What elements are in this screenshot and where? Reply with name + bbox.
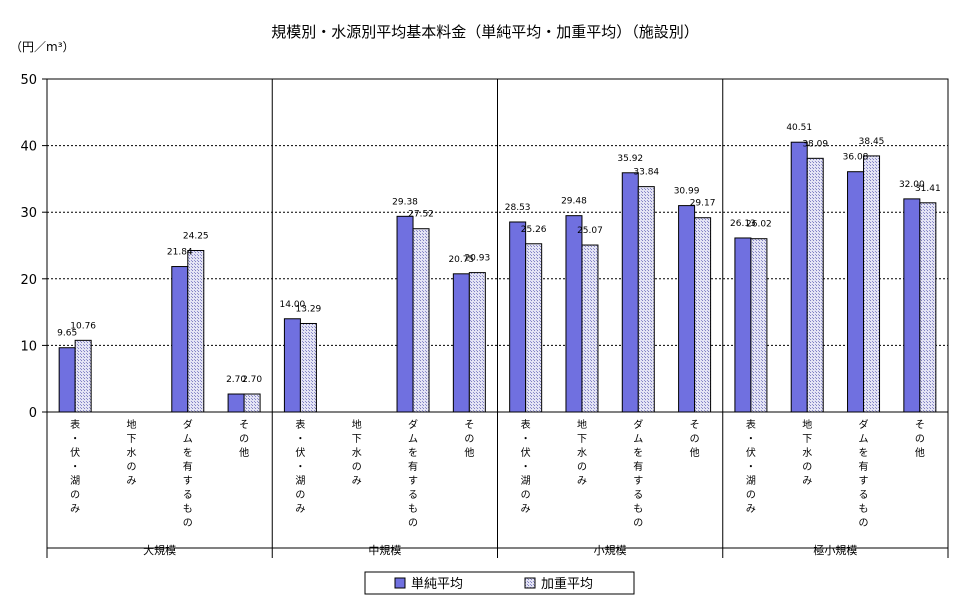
category-label: 表・伏・湖のみ [295, 418, 305, 515]
bar-weighted-average [468, 272, 486, 413]
y-tick-label: 10 [20, 339, 37, 354]
category-label: 地下水のみ [802, 418, 812, 487]
bar-simple-average [678, 205, 696, 413]
chart-title: 規模別・水源別平均基本料金（単純平均・加重平均）（施設別） [271, 23, 699, 41]
y-tick-label: 20 [20, 273, 37, 288]
legend-label: 加重平均 [541, 576, 593, 592]
y-tick-label: 50 [20, 73, 37, 88]
bar-weighted-average [74, 339, 92, 413]
category-label: その他 [690, 419, 700, 459]
data-label: 13.29 [296, 304, 322, 314]
category-label: その他 [464, 419, 474, 459]
bar-simple-average [283, 318, 301, 413]
data-label: 9.65 [57, 329, 77, 339]
y-tick-label: 0 [29, 406, 37, 421]
bar-weighted-average [187, 249, 205, 413]
data-label: 20.75 [448, 255, 474, 265]
legend-swatch-weighted-average [524, 577, 536, 589]
data-label: 35.92 [617, 154, 643, 164]
data-label: 40.51 [786, 123, 812, 133]
bar-weighted-average [806, 157, 824, 413]
bar-simple-average [734, 237, 752, 413]
bar-simple-average [790, 141, 808, 413]
data-label: 30.99 [674, 187, 700, 197]
group-label: 中規模 [368, 543, 401, 557]
legend-box [364, 571, 635, 595]
category-label: ダムを有するもの [633, 418, 643, 529]
data-label: 24.25 [183, 231, 209, 241]
group-labels: 大規模 中規模 小規模 極小規模 [143, 543, 857, 557]
category-label: 表・伏・湖のみ [70, 418, 80, 515]
data-label: 38.45 [859, 137, 885, 147]
bar-simple-average [509, 221, 527, 413]
data-label: 10.76 [70, 321, 96, 331]
bar-weighted-average [581, 244, 599, 413]
y-axis-unit-label: （円／m³） [10, 40, 75, 54]
group-label: 小規模 [594, 543, 627, 557]
data-label: 29.38 [392, 197, 418, 207]
data-label: 25.26 [521, 225, 547, 235]
data-label: 2.70 [242, 375, 262, 385]
group-label: 極小規模 [813, 543, 857, 557]
category-label: 表・伏・湖のみ [746, 418, 756, 515]
data-label: 36.08 [843, 153, 869, 163]
data-label: 27.52 [408, 210, 434, 220]
bar-simple-average [847, 171, 865, 413]
data-label: 26.13 [730, 219, 756, 229]
category-label: 地下水のみ [126, 418, 136, 487]
group-label: 大規模 [143, 543, 176, 557]
data-label: 21.84 [167, 248, 193, 258]
data-label: 28.53 [505, 203, 531, 213]
bars [58, 141, 937, 413]
category-label: ダムを有するもの [183, 418, 193, 529]
category-label: その他 [239, 419, 249, 459]
bar-weighted-average [525, 243, 543, 413]
bar-simple-average [452, 273, 470, 413]
bar-simple-average [903, 198, 921, 413]
axes: 0 10 20 30 40 50 [20, 73, 949, 558]
data-label: 31.41 [915, 184, 941, 194]
data-label: 2.70 [226, 375, 246, 385]
category-label: ダムを有するもの [859, 418, 869, 529]
bar-weighted-average [299, 322, 317, 413]
bar-simple-average [58, 347, 76, 413]
data-label: 29.17 [690, 199, 716, 209]
category-label: その他 [915, 419, 925, 459]
data-label: 38.09 [802, 139, 828, 149]
category-labels: 表・伏・湖のみ 地下水のみ ダムを有するもの その他 表・伏・湖のみ 地下水のみ ダムを有す… [70, 418, 925, 529]
bar-simple-average [565, 215, 583, 413]
category-label: 地下水のみ [577, 418, 587, 487]
data-label: 33.84 [633, 168, 659, 178]
legend-label: 単純平均 [411, 576, 463, 592]
category-label: ダムを有するもの [408, 418, 418, 529]
bar-weighted-average [412, 228, 430, 413]
bar-weighted-average [919, 202, 937, 413]
y-tick-label: 30 [20, 206, 37, 221]
legend-swatch-simple-average [394, 577, 406, 589]
data-label: 26.02 [746, 220, 772, 230]
bar-simple-average [396, 215, 414, 413]
bar-simple-average [621, 172, 639, 413]
bar-weighted-average [694, 217, 712, 413]
category-label: 表・伏・湖のみ [521, 418, 531, 515]
bar-simple-average [227, 393, 245, 413]
data-label: 14.00 [280, 300, 306, 310]
bar-weighted-average [863, 155, 881, 413]
bar-weighted-average [750, 238, 768, 413]
bar-simple-average [171, 266, 189, 413]
data-label: 25.07 [577, 226, 603, 236]
legend: 単純平均 加重平均 [364, 571, 635, 595]
y-tick-label: 40 [20, 140, 37, 155]
data-label: 29.48 [561, 197, 587, 207]
category-label: 地下水のみ [352, 418, 362, 487]
bar-weighted-average [243, 393, 261, 413]
data-label: 20.93 [464, 254, 490, 264]
bar-weighted-average [637, 186, 655, 413]
data-label: 32.00 [899, 180, 925, 190]
